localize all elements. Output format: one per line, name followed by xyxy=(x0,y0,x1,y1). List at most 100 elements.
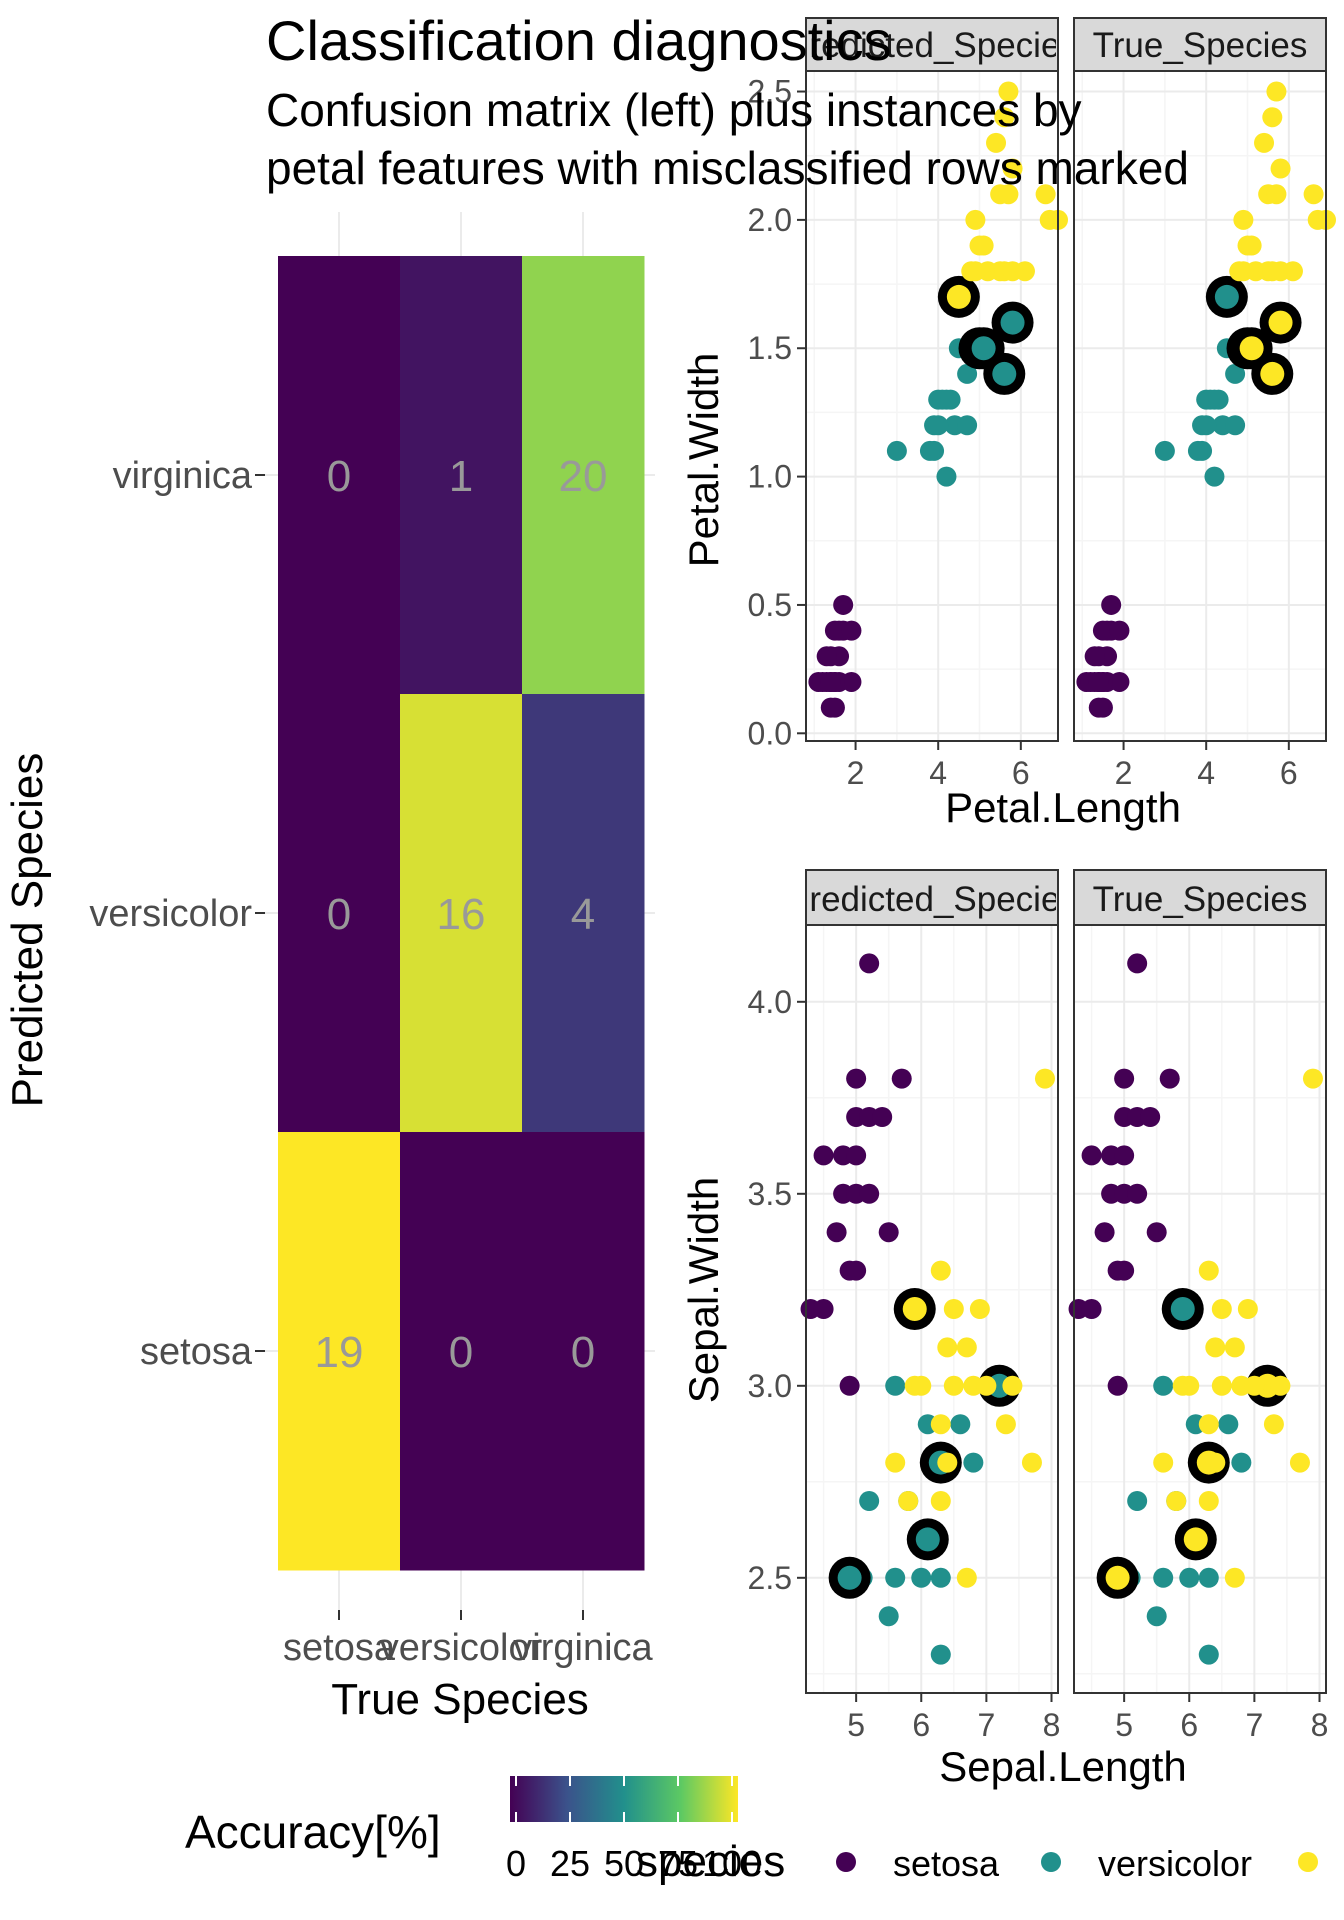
sepal-point-versicolor xyxy=(1179,1567,1200,1588)
petal-point-virginica xyxy=(998,184,1019,205)
sepal-point-virginica xyxy=(1224,1567,1245,1588)
sepal-point-versicolor xyxy=(930,1567,951,1588)
sepal-point-setosa xyxy=(1107,1375,1128,1396)
sepal-point-virginica xyxy=(937,1337,958,1358)
petal-point-virginica xyxy=(1254,132,1275,153)
sepal-point-virginica xyxy=(1211,1375,1232,1396)
sepal-point-versicolor xyxy=(1153,1375,1174,1396)
petal-point-setosa xyxy=(1109,671,1130,692)
sepal-point-versicolor xyxy=(885,1567,906,1588)
petal-point-versicolor xyxy=(940,389,961,410)
chart-subtitle-line-2: petal features with misclassified rows m… xyxy=(266,142,1189,194)
sepal-x-tick-label: 8 xyxy=(1311,1707,1329,1743)
confusion-matrix-cell-labels: 0 1 20 0 16 4 19 0 0 xyxy=(315,452,608,1377)
sepal-point-versicolor xyxy=(1170,1297,1195,1321)
petal-point-setosa xyxy=(820,697,841,718)
species-legend-key-versicolor xyxy=(1041,1852,1061,1872)
sepal-point-setosa xyxy=(1127,953,1148,974)
sepal-point-virginica xyxy=(1179,1375,1200,1396)
petal-point-versicolor xyxy=(1214,284,1239,309)
petal-point-versicolor xyxy=(919,440,940,461)
petal-point-versicolor xyxy=(957,363,978,384)
petal-xlabel: Petal.Length xyxy=(945,784,1181,831)
cm-cell-label: 16 xyxy=(437,890,486,939)
sepal-point-versicolor xyxy=(878,1606,899,1627)
sepal-y-tick-label: 4.0 xyxy=(748,984,792,1020)
sepal-point-versicolor xyxy=(911,1567,932,1588)
cm-cell-label: 1 xyxy=(449,452,473,501)
cm-cell-label: 0 xyxy=(449,1328,473,1377)
petal-panel-true-species: True_Species 2 4 6 xyxy=(1073,17,1336,791)
cm-cell-label: 20 xyxy=(559,452,608,501)
petal-point-virginica xyxy=(994,107,1015,128)
petal-point-virginica xyxy=(1266,184,1287,205)
cm-tile-setosa-setosa xyxy=(278,1132,401,1571)
petal-point-versicolor xyxy=(1000,310,1025,335)
sepal-point-virginica xyxy=(1034,1068,1055,1089)
petal-point-virginica xyxy=(946,284,971,309)
petal-point-virginica xyxy=(1266,81,1287,102)
sepal-y-tick-label: 2.5 xyxy=(748,1560,792,1596)
petal-point-setosa xyxy=(833,594,854,615)
sepal-point-virginica xyxy=(969,1299,990,1319)
sepal-point-setosa xyxy=(878,1222,899,1243)
cm-y-tick-label: versicolor xyxy=(89,893,252,935)
cm-tile-virginica-virginica xyxy=(522,256,645,695)
cm-tile-virginica-setosa xyxy=(278,256,401,695)
sepal-point-versicolor xyxy=(963,1452,984,1473)
sepal-point-setosa xyxy=(1114,1145,1135,1166)
sepal-point-versicolor xyxy=(915,1527,940,1552)
cm-tile-setosa-versicolor xyxy=(400,1132,523,1571)
sepal-point-virginica xyxy=(1237,1299,1258,1319)
petal-panel-predicted-species: Predicted_Species 2 4 6 0.0 0.5 1.0 1.5 2.0 2.5 xyxy=(748,17,1068,791)
sepal-point-virginica xyxy=(943,1375,964,1396)
sepal-point-setosa xyxy=(859,1183,880,1204)
sepal-point-setosa xyxy=(1114,1260,1135,1281)
sepal-point-virginica xyxy=(902,1297,927,1321)
sepal-point-setosa xyxy=(1081,1299,1102,1319)
petal-point-versicolor xyxy=(1225,415,1246,436)
petal-y-tick-label: 0.5 xyxy=(748,587,792,623)
petal-y-tick-label: 2.5 xyxy=(748,74,792,110)
petal-x-tick-label: 6 xyxy=(1280,755,1298,791)
cm-xlabel: True Species xyxy=(331,1675,589,1724)
petal-point-virginica xyxy=(1241,235,1262,256)
petal-y-tick-label: 0.0 xyxy=(748,715,792,751)
sepal-point-versicolor xyxy=(1127,1491,1148,1511)
chart-title: Classification diagnostics xyxy=(266,9,892,72)
petal-point-versicolor xyxy=(1208,389,1229,410)
sepal-point-virginica xyxy=(1263,1414,1284,1435)
petal-point-setosa xyxy=(1092,620,1113,641)
petal-point-virginica xyxy=(998,81,1019,102)
petal-point-virginica xyxy=(1303,184,1324,205)
sepal-point-setosa xyxy=(813,1145,834,1166)
sepal-point-virginica xyxy=(930,1260,951,1281)
sepal-panel-predicted-species: Predicted_Species 5 6 7 8 2.5 3.0 3.5 4.0 xyxy=(748,869,1061,1743)
species-legend-key-virginica xyxy=(1298,1852,1318,1872)
petal-point-virginica xyxy=(1014,261,1035,282)
cm-tile-versicolor-setosa xyxy=(278,694,401,1133)
sepal-point-virginica xyxy=(1205,1452,1226,1473)
cm-x-tick-label: setosa xyxy=(283,1627,396,1669)
sepal-point-versicolor xyxy=(859,1491,880,1511)
sepal-point-setosa xyxy=(846,1145,867,1166)
sepal-strip-label: True_Species xyxy=(1093,880,1308,919)
petal-point-versicolor xyxy=(886,440,907,461)
cm-cell-label: 0 xyxy=(571,1328,595,1377)
petal-point-virginica xyxy=(1268,310,1293,335)
cm-tile-versicolor-versicolor xyxy=(400,694,523,1133)
sepal-x-tick-label: 8 xyxy=(1043,1707,1061,1743)
colorbar-tick-label: 50 xyxy=(604,1843,644,1884)
sepal-point-versicolor xyxy=(950,1414,971,1435)
sepal-point-virginica xyxy=(1105,1565,1130,1590)
sepal-point-setosa xyxy=(1146,1222,1167,1243)
sepal-point-versicolor xyxy=(837,1565,862,1590)
sepal-point-setosa xyxy=(826,1222,847,1243)
petal-x-tick-label: 6 xyxy=(1012,755,1030,791)
accuracy-colorbar-ticks: 0 25 50 75 100 xyxy=(506,1776,762,1884)
petal-point-virginica xyxy=(1270,158,1291,179)
sepal-point-versicolor xyxy=(1146,1606,1167,1627)
petal-point-virginica xyxy=(973,235,994,256)
sepal-point-setosa xyxy=(1159,1068,1180,1089)
sepal-point-setosa xyxy=(1094,1222,1115,1243)
